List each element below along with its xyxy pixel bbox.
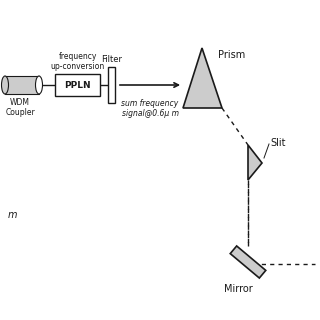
Text: m: m [8, 210, 18, 220]
Text: Slit: Slit [270, 138, 285, 148]
Text: WDM
Coupler: WDM Coupler [5, 98, 35, 117]
Bar [55, 74, 100, 96]
Ellipse shape [36, 76, 43, 94]
Text: Prism: Prism [218, 50, 245, 60]
Bar [108, 67, 115, 103]
Polygon shape [183, 48, 222, 108]
Text: Filter: Filter [101, 55, 122, 64]
Polygon shape [230, 246, 266, 278]
Text: frequency
up-conversion: frequency up-conversion [50, 52, 105, 71]
Text: Mirror: Mirror [224, 284, 252, 294]
Polygon shape [248, 145, 262, 180]
Text: PPLN: PPLN [64, 81, 91, 90]
Bar [5, 76, 39, 94]
Text: sum frequency
signal@0.6μ m: sum frequency signal@0.6μ m [121, 99, 179, 118]
Ellipse shape [2, 76, 9, 94]
